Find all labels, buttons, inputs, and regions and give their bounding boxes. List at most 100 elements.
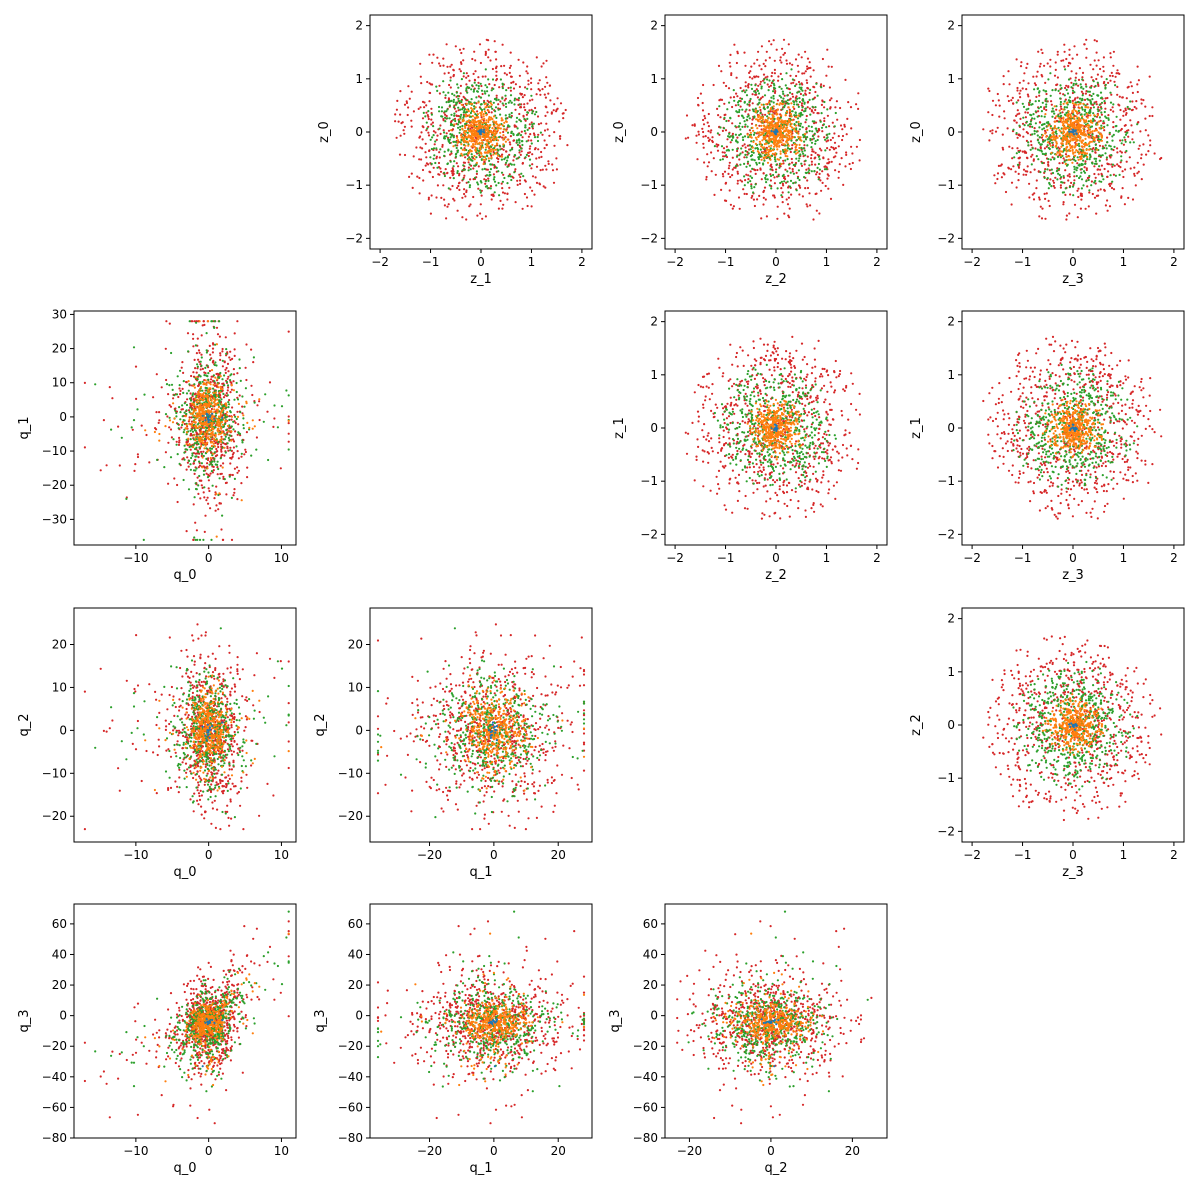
scatter-point: [811, 163, 813, 165]
scatter-point: [457, 142, 459, 144]
scatter-point: [752, 108, 754, 110]
scatter-point: [760, 81, 762, 83]
scatter-point: [826, 134, 828, 136]
scatter-point: [504, 72, 506, 74]
scatter-point: [1040, 106, 1042, 108]
scatter-point: [1077, 97, 1079, 99]
scatter-point: [526, 65, 528, 67]
scatter-point: [461, 216, 463, 218]
scatter-point: [530, 88, 532, 90]
scatter-point: [1018, 173, 1020, 175]
scatter-point: [770, 354, 772, 356]
scatter-point: [747, 86, 749, 88]
scatter-point: [505, 118, 507, 120]
scatter-point: [1105, 84, 1107, 86]
scatter-point: [471, 84, 473, 86]
scatter-point: [761, 114, 763, 116]
scatter-point: [1109, 205, 1111, 207]
scatter-point: [750, 132, 752, 134]
scatter-point: [1100, 92, 1102, 94]
scatter-point: [722, 173, 724, 175]
scatter-point: [716, 143, 718, 145]
scatter-point: [799, 144, 801, 146]
scatter-point: [529, 99, 531, 101]
scatter-point: [1055, 109, 1057, 111]
scatter-point: [789, 130, 791, 132]
scatter-point: [761, 159, 763, 161]
scatter-point: [755, 143, 757, 145]
scatter-point: [493, 115, 495, 117]
scatter-point: [1099, 133, 1101, 135]
scatter-point: [1076, 54, 1078, 56]
scatter-point: [502, 134, 504, 136]
scatter-point: [821, 170, 823, 172]
scatter-point: [707, 137, 709, 139]
scatter-point: [450, 136, 452, 138]
scatter-point: [747, 181, 749, 183]
scatter-point: [1030, 120, 1032, 122]
scatter-point: [512, 133, 514, 135]
scatter-point: [505, 162, 507, 164]
scatter-point: [1035, 187, 1037, 189]
scatter-point: [1022, 117, 1024, 119]
scatter-point: [475, 150, 477, 152]
scatter-point: [1101, 102, 1103, 104]
scatter-point: [466, 121, 468, 123]
scatter-point: [1127, 106, 1129, 108]
scatter-point: [1084, 114, 1086, 116]
scatter-point: [773, 105, 775, 107]
scatter-point: [448, 187, 450, 189]
scatter-point: [759, 141, 761, 143]
scatter-point: [492, 153, 494, 155]
scatter-point: [495, 106, 497, 108]
scatter-point: [1093, 173, 1095, 175]
scatter-point: [453, 160, 455, 162]
scatter-point: [469, 125, 471, 127]
scatter-point: [1072, 102, 1074, 104]
scatter-point: [536, 182, 538, 184]
scatter-point: [781, 88, 783, 90]
scatter-point: [859, 139, 861, 141]
scatter-point: [409, 98, 411, 100]
scatter-point: [817, 167, 819, 169]
scatter-point: [527, 72, 529, 74]
scatter-point: [1002, 148, 1004, 150]
scatter-point: [524, 130, 526, 132]
scatter-point: [443, 199, 445, 201]
scatter-point: [492, 68, 494, 70]
scatter-point: [1062, 203, 1064, 205]
scatter-point: [477, 113, 479, 115]
scatter-point: [770, 100, 772, 102]
scatter-point: [460, 143, 462, 145]
scatter-point: [1007, 127, 1009, 129]
scatter-point: [480, 153, 482, 155]
scatter-point: [485, 68, 487, 70]
scatter-point: [842, 184, 844, 186]
scatter-point: [487, 129, 489, 131]
scatter-point: [411, 173, 413, 175]
scatter-point: [741, 126, 743, 128]
scatter-point: [724, 114, 726, 116]
scatter-point: [803, 144, 805, 146]
scatter-point: [756, 198, 758, 200]
scatter-point: [1044, 116, 1046, 118]
scatter-point: [796, 98, 798, 100]
scatter-point: [532, 110, 534, 112]
scatter-point: [1088, 120, 1090, 122]
scatter-point: [1113, 81, 1115, 83]
scatter-point: [460, 134, 462, 136]
scatter-point: [1013, 156, 1015, 158]
scatter-point: [729, 189, 731, 191]
scatter-point: [988, 90, 990, 92]
scatter-point: [772, 115, 774, 117]
scatter-point: [795, 116, 797, 118]
scatter-point: [502, 44, 504, 46]
scatter-point: [476, 124, 478, 126]
scatter-point: [1095, 78, 1097, 80]
scatter-point: [1007, 70, 1009, 72]
scatter-point: [789, 186, 791, 188]
scatter-point: [744, 91, 746, 93]
scatter-point: [1137, 66, 1139, 68]
scatter-point: [1038, 215, 1040, 217]
scatter-point: [1018, 151, 1020, 153]
